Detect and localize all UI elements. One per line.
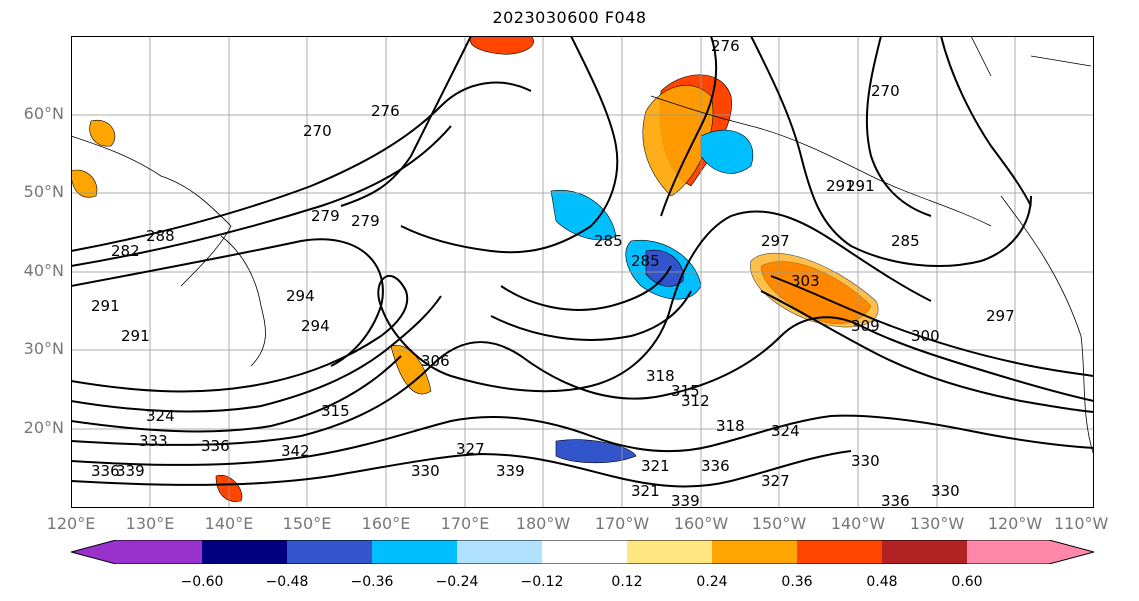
- contour-label: 324: [146, 407, 175, 425]
- contour-label: 285: [631, 252, 660, 270]
- map-panel: 270 276 279 276 285 291 294 297 303 306 …: [71, 36, 1094, 508]
- contour-label: 291: [826, 177, 855, 195]
- contour-label: 291: [846, 177, 875, 195]
- negative-anomaly-patch: [555, 439, 637, 464]
- contour-label: 276: [371, 102, 400, 120]
- contour-label: 300: [911, 327, 940, 345]
- colorbar-tick-label: −0.60: [180, 574, 224, 590]
- colorbar-min-extension: [71, 540, 202, 564]
- colorbar-tick-label: −0.48: [265, 574, 309, 590]
- colorbar-tick-label: −0.12: [520, 574, 564, 590]
- negative-anomaly-patch: [700, 129, 754, 174]
- contour-label: 297: [986, 307, 1015, 325]
- contour-label: 297: [761, 232, 790, 250]
- negative-anomaly-patch: [645, 249, 684, 287]
- lon-label-140e: 140°E: [204, 514, 254, 533]
- isentrope-contours: [71, 36, 1094, 488]
- colorbar-bin: [627, 540, 712, 564]
- lat-label-30n: 30°N: [23, 339, 64, 358]
- lat-label-40n: 40°N: [23, 261, 64, 280]
- lon-label-110w: 110°W: [1054, 514, 1109, 533]
- positive-anomaly-patch: [390, 345, 432, 395]
- contour-label: 339: [671, 492, 700, 508]
- contour-label: 336: [701, 457, 730, 475]
- contour-label: 279: [311, 207, 340, 225]
- contour-label: 330: [931, 482, 960, 500]
- lon-label-150w: 150°W: [751, 514, 807, 533]
- colorbar-bin: [372, 540, 457, 564]
- colorbar-bin: [797, 540, 882, 564]
- contour-label: 333: [139, 432, 168, 450]
- positive-anomaly-patch: [469, 36, 534, 55]
- contour-label: 270: [871, 82, 900, 100]
- contour-label: 330: [851, 452, 880, 470]
- contour-label: 321: [631, 482, 660, 500]
- lat-label-50n: 50°N: [23, 182, 64, 201]
- lon-label-120w: 120°W: [987, 514, 1043, 533]
- contour-label: 318: [646, 367, 675, 385]
- contour-label: 303: [791, 272, 820, 290]
- coastlines: [71, 36, 1094, 457]
- contour-label: 291: [121, 327, 150, 345]
- contour-label: 327: [761, 472, 790, 490]
- contour-label: 315: [321, 402, 350, 420]
- contour-labels: 270 276 279 276 285 291 294 297 303 306 …: [91, 37, 1015, 508]
- contour-label: 339: [116, 462, 145, 480]
- contour-label: 318: [716, 417, 745, 435]
- colorbar-bin: [542, 540, 627, 564]
- lon-label-130e: 130°E: [125, 514, 175, 533]
- contour-label: 321: [641, 457, 670, 475]
- contour-label: 294: [286, 287, 315, 305]
- lon-label-130w: 130°W: [909, 514, 965, 533]
- contour-label: 291: [91, 297, 120, 315]
- contour-label: 276: [711, 37, 740, 55]
- lon-label-180w: 180°W: [515, 514, 571, 533]
- colorbar-bin: [457, 540, 542, 564]
- lon-label-160w: 160°W: [673, 514, 729, 533]
- lat-label-60n: 60°N: [23, 104, 64, 123]
- contour-label: 294: [301, 317, 330, 335]
- contour-label: 288: [146, 227, 175, 245]
- contour-label: 315: [671, 382, 700, 400]
- contour-label: 309: [851, 317, 880, 335]
- contour-label: 336: [91, 462, 120, 480]
- contour-label: 336: [881, 492, 910, 508]
- lon-label-160e: 160°E: [361, 514, 411, 533]
- lon-label-150e: 150°E: [282, 514, 332, 533]
- colorbar-tick-label: 0.12: [611, 574, 643, 590]
- contour-label: 270: [303, 122, 332, 140]
- contour-label: 285: [891, 232, 920, 250]
- colorbar-tick-label: 0.48: [866, 574, 898, 590]
- colorbar-bin: [287, 540, 372, 564]
- contour-label: 339: [496, 462, 525, 480]
- positive-anomaly-patch: [71, 169, 98, 198]
- colorbar-bin: [882, 540, 967, 564]
- contour-label: 282: [111, 242, 140, 260]
- colorbar: [71, 540, 1094, 564]
- contour-label: 342: [281, 442, 310, 460]
- colorbar-max-extension: [967, 540, 1094, 564]
- contour-label: 327: [456, 440, 485, 458]
- contour-label: 336: [201, 437, 230, 455]
- contour-label: 330: [411, 462, 440, 480]
- contour-label: 306: [421, 352, 450, 370]
- colorbar-tick-label: 0.24: [696, 574, 728, 590]
- colorbar-tick-label: −0.24: [435, 574, 479, 590]
- lon-label-120e: 120°E: [46, 514, 96, 533]
- lon-label-170w: 170°W: [594, 514, 650, 533]
- contour-label: 312: [681, 392, 710, 410]
- positive-anomaly-patch: [89, 119, 116, 147]
- colorbar-tick-label: 0.60: [951, 574, 983, 590]
- lat-label-20n: 20°N: [23, 418, 64, 437]
- map-title: 2023030600 F048: [492, 8, 647, 27]
- lon-label-170e: 170°E: [440, 514, 490, 533]
- colorbar-tick-label: 0.36: [781, 574, 813, 590]
- lon-label-140w: 140°W: [830, 514, 886, 533]
- contour-label: 324: [771, 422, 800, 440]
- colorbar-tick-label: −0.36: [350, 574, 394, 590]
- contour-label: 279: [351, 212, 380, 230]
- contour-label: 285: [594, 232, 623, 250]
- colorbar-bin: [712, 540, 797, 564]
- colorbar-bin: [202, 540, 287, 564]
